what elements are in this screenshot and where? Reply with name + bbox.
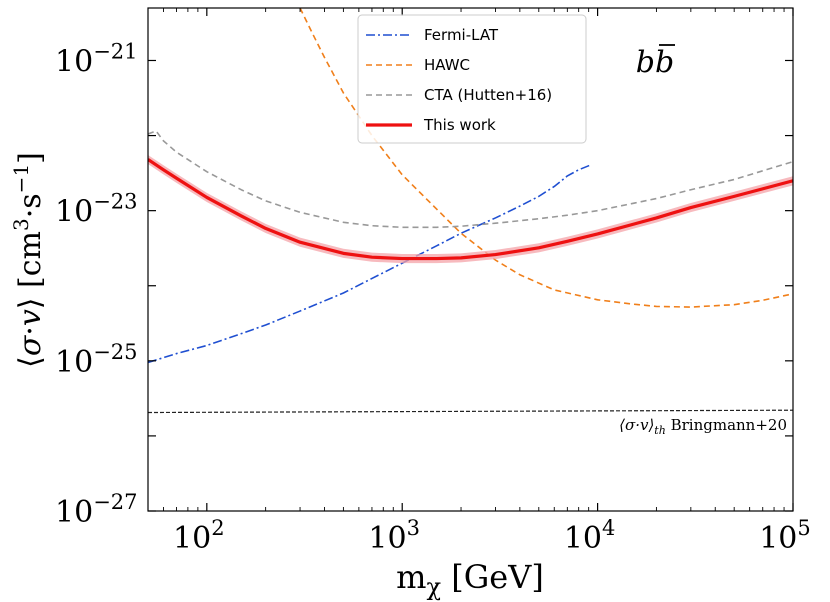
x-tick-label: 103 xyxy=(368,516,420,556)
y-tick-label: 10−27 xyxy=(55,490,138,530)
x-tick-label: 104 xyxy=(564,516,616,556)
legend-label-fermi-lat: Fermi-LAT xyxy=(424,26,499,44)
ref-label-main: ⟨σ·v⟩ xyxy=(619,416,654,434)
svg-text:⟨σ·v⟩th Bringmann+20: ⟨σ·v⟩th Bringmann+20 xyxy=(619,416,787,437)
legend-label-this-work: This work xyxy=(423,116,496,134)
y-tick-label: 10−21 xyxy=(55,39,138,79)
axis-ticks: 102 103 104 105 10−27 10−25 10−23 10−21 xyxy=(55,8,811,556)
x-tick-label: 102 xyxy=(173,516,225,556)
x-tick-label: 105 xyxy=(759,516,811,556)
legend-label-hawc: HAWC xyxy=(424,56,470,74)
legend: Fermi-LAT HAWC CTA (Hutten+16) This work xyxy=(357,14,587,144)
series-line-cta-hutten-16 xyxy=(148,130,793,229)
series-line-this-work xyxy=(148,158,793,261)
series-layer xyxy=(148,8,793,414)
series-band-this-work xyxy=(148,154,793,264)
y-tick-label: 10−25 xyxy=(55,340,138,380)
series-line-fermi-lat xyxy=(148,163,592,364)
y-axis-title: ⟨σ·v⟩ [cm3·s−1] xyxy=(9,152,48,368)
series-line-hawc xyxy=(299,8,793,308)
ref-label-ref: Bringmann+20 xyxy=(671,416,787,434)
ref-label-sub: th xyxy=(654,424,666,437)
reference-line-bringmann xyxy=(148,409,793,414)
legend-label-cta-hutten-16: CTA (Hutten+16) xyxy=(424,86,552,104)
legend-box xyxy=(357,14,587,144)
reference-line-label: ⟨σ·v⟩th Bringmann+20 xyxy=(619,416,787,437)
y-tick-label: 10−23 xyxy=(55,190,138,230)
x-axis-title: mχ [GeV] xyxy=(396,558,544,601)
channel-label: bb xyxy=(636,45,674,80)
plot-frame xyxy=(147,7,794,512)
